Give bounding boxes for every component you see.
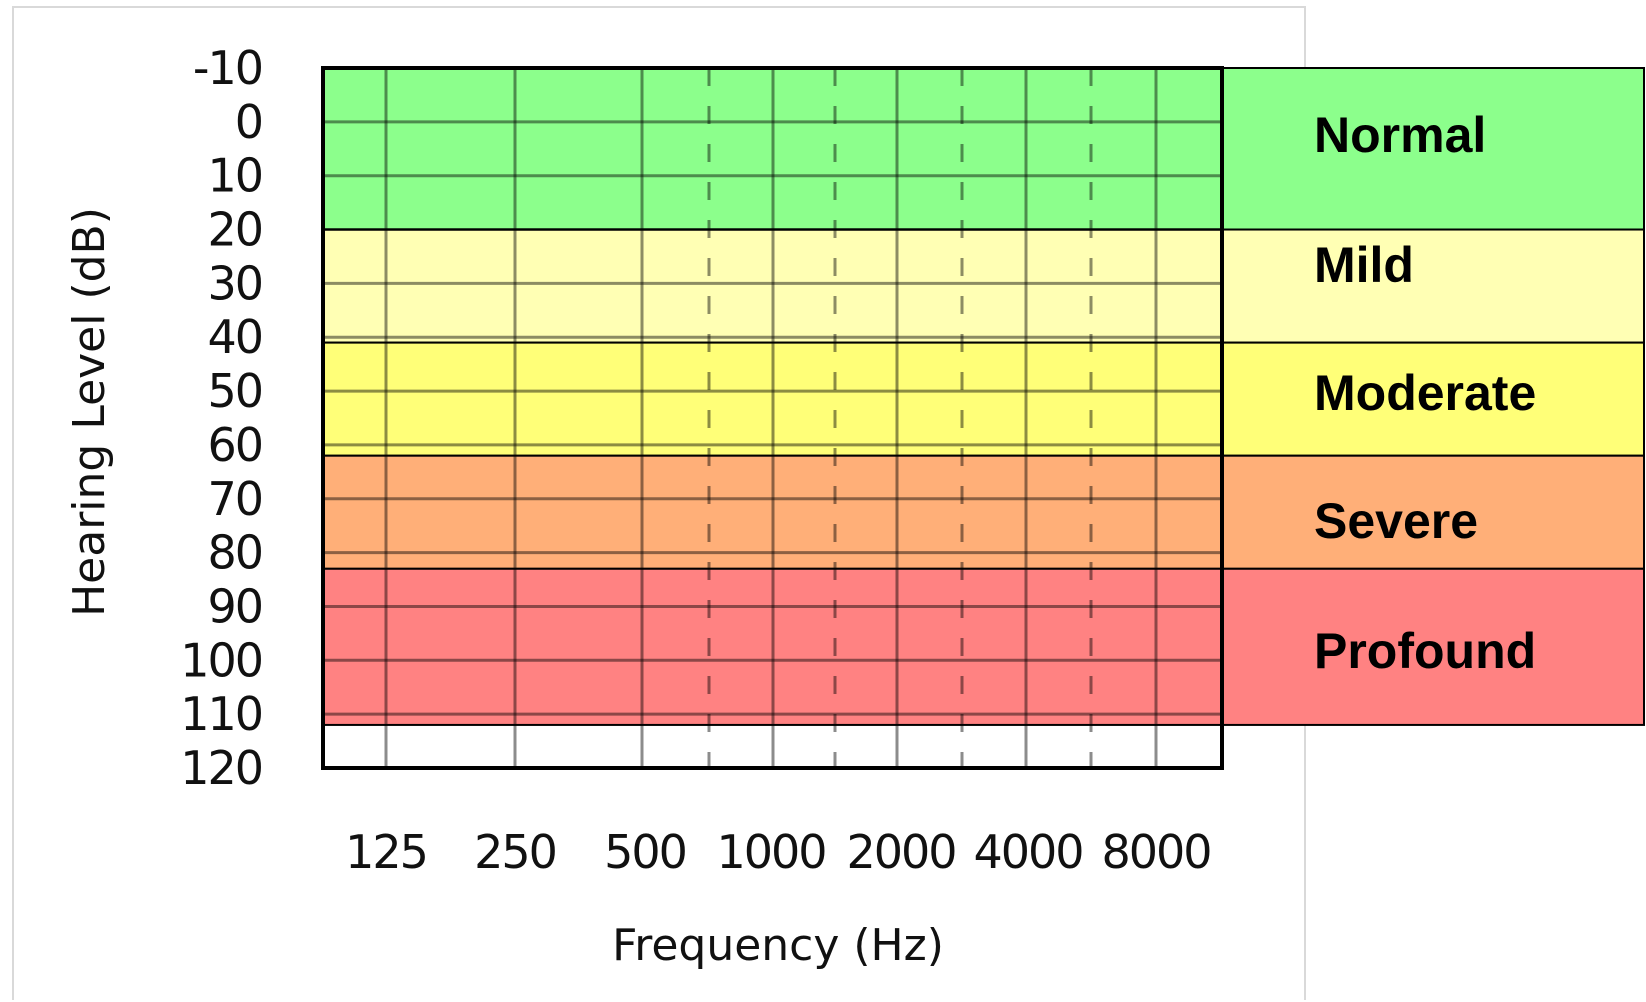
y-tick-label: 120	[180, 741, 262, 795]
y-tick-label: 90	[207, 579, 262, 633]
y-tick-label: 10	[207, 149, 262, 203]
band-normal	[322, 67, 1645, 231]
y-tick-label: 50	[207, 364, 262, 418]
y-tick-label: 0	[235, 95, 262, 149]
band-labels: Normal Mild Moderate Severe Profound	[1314, 107, 1536, 679]
y-tick-label: 60	[207, 418, 262, 472]
x-tick-label: 1000	[716, 825, 825, 879]
y-tick-label: 110	[180, 687, 262, 741]
x-axis-label: Frequency (Hz)	[612, 920, 944, 971]
y-tick-label: 20	[207, 203, 262, 257]
x-tick-label: 250	[474, 825, 556, 879]
band-mild	[322, 228, 1645, 344]
band-label-mild: Mild	[1314, 237, 1414, 293]
band-label-profound: Profound	[1314, 623, 1536, 679]
y-axis-label: Hearing Level (dB)	[64, 207, 115, 617]
x-tick-label: 2000	[846, 825, 955, 879]
band-label-severe: Severe	[1314, 493, 1478, 549]
x-tick-label: 500	[604, 825, 686, 879]
y-tick-label: 30	[207, 256, 262, 310]
x-tick-label: 4000	[973, 825, 1082, 879]
band-label-normal: Normal	[1314, 107, 1486, 163]
x-tick-label: 8000	[1101, 825, 1210, 879]
y-tick-label: 40	[207, 310, 262, 364]
y-tick-label: 80	[207, 526, 262, 580]
x-tick-labels: 125 250 500 1000 2000 4000 8000	[345, 825, 1212, 879]
band-label-moderate: Moderate	[1314, 365, 1536, 421]
band-moderate	[322, 341, 1645, 457]
plot-border	[321, 66, 1224, 770]
x-tick-label: 125	[345, 825, 427, 879]
band-rects	[322, 67, 1645, 726]
band-severe	[322, 454, 1645, 570]
y-tick-label: 70	[207, 472, 262, 526]
y-tick-label: 100	[180, 633, 262, 687]
y-tick-label: -10	[193, 41, 262, 95]
grid-lines	[321, 66, 1224, 770]
